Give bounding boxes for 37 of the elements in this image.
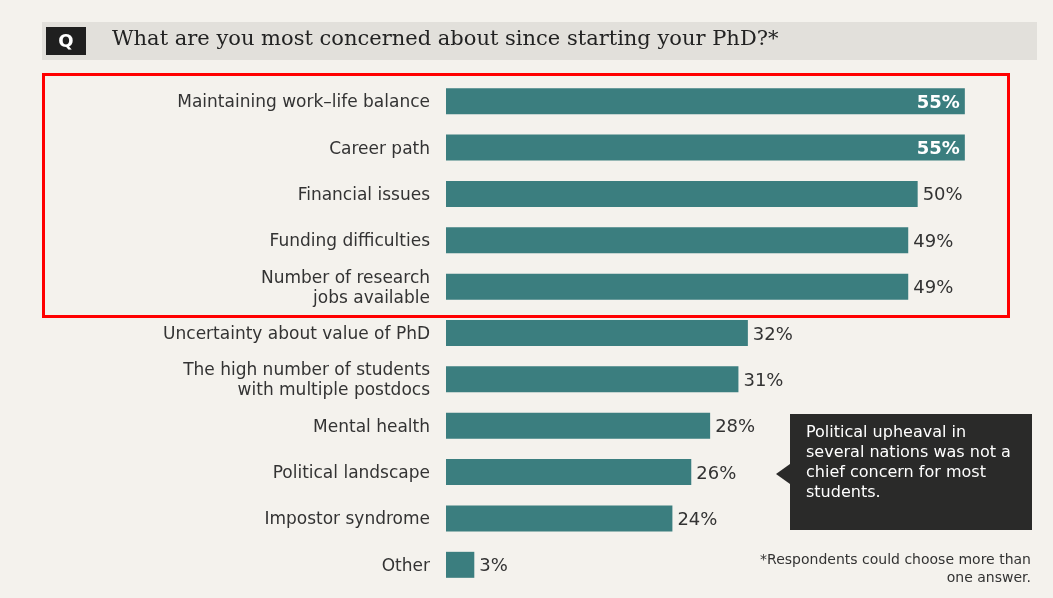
y-tick-label: Number of research jobs available [260, 266, 430, 307]
bar [446, 320, 748, 346]
data-label: 49% [913, 276, 954, 298]
y-tick-label: Funding difficulties [269, 230, 431, 251]
data-label: 32% [752, 322, 793, 344]
annotation: Political upheaval in several nations was not a chief concern for most students. [790, 414, 1032, 530]
y-tick-label: Uncertainty about value of PhD [163, 323, 430, 343]
data-label: 55% [916, 137, 960, 159]
bar [446, 551, 475, 578]
data-label: 55% [916, 90, 960, 112]
bar [446, 134, 965, 161]
data-label: 26% [696, 461, 737, 483]
bar [446, 180, 918, 207]
bar [446, 412, 711, 439]
y-tick-label: Political landscape [272, 462, 430, 483]
y-tick-label: Impostor syndrome [264, 508, 430, 529]
bar [446, 88, 965, 115]
bar [446, 273, 909, 300]
bar [446, 459, 692, 486]
data-label: 24% [677, 507, 718, 529]
text: Q [46, 27, 86, 55]
bar [446, 227, 909, 254]
y-tick-label: Mental health [313, 415, 430, 436]
y-tick-label: Other [381, 554, 430, 575]
y-tick-label: Financial issues [297, 183, 431, 204]
data-label: 31% [743, 368, 784, 390]
annotation: *Respondents could choose more than one answer. [759, 550, 1031, 586]
bar [446, 505, 673, 532]
chart-title: What are you most concerned about since starting your PhD?* [112, 26, 779, 50]
data-label: 28% [715, 415, 756, 437]
y-tick-label: Maintaining work–life balance [177, 91, 430, 112]
data-label: 49% [913, 229, 954, 251]
data-label: 50% [922, 183, 963, 205]
data-label: 3% [479, 554, 508, 576]
y-tick-label: The high number of students with multiple postdocs [182, 359, 431, 400]
bar [446, 366, 739, 393]
y-tick-label: Career path [329, 137, 430, 158]
